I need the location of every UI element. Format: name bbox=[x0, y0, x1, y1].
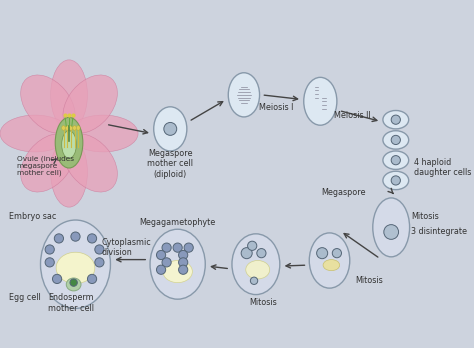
Ellipse shape bbox=[51, 60, 87, 130]
Ellipse shape bbox=[150, 229, 205, 299]
Ellipse shape bbox=[391, 135, 401, 144]
Ellipse shape bbox=[162, 243, 171, 252]
Ellipse shape bbox=[76, 126, 80, 130]
Text: Embryo sac: Embryo sac bbox=[9, 212, 56, 221]
Text: Ovule (includes
megaspore
mother cell): Ovule (includes megaspore mother cell) bbox=[17, 155, 73, 176]
Ellipse shape bbox=[323, 260, 340, 271]
Ellipse shape bbox=[63, 134, 118, 192]
Ellipse shape bbox=[179, 265, 188, 274]
Ellipse shape bbox=[232, 234, 280, 294]
Ellipse shape bbox=[0, 115, 70, 152]
Text: 4 haploid
daughter cells: 4 haploid daughter cells bbox=[414, 158, 472, 177]
Ellipse shape bbox=[247, 241, 257, 251]
Ellipse shape bbox=[383, 110, 409, 129]
Text: Megagametophyte: Megagametophyte bbox=[139, 218, 216, 227]
Ellipse shape bbox=[45, 258, 55, 267]
Text: Mitosis: Mitosis bbox=[411, 212, 439, 221]
Ellipse shape bbox=[383, 151, 409, 169]
Ellipse shape bbox=[68, 115, 138, 152]
Text: Meiosis II: Meiosis II bbox=[334, 111, 371, 120]
Ellipse shape bbox=[179, 251, 188, 260]
Ellipse shape bbox=[87, 234, 97, 243]
Ellipse shape bbox=[154, 107, 187, 151]
Ellipse shape bbox=[162, 258, 171, 267]
Ellipse shape bbox=[246, 261, 270, 279]
Ellipse shape bbox=[62, 126, 65, 130]
Text: Cytoplasmic
division: Cytoplasmic division bbox=[101, 238, 151, 257]
Ellipse shape bbox=[383, 131, 409, 149]
Ellipse shape bbox=[384, 224, 399, 239]
Ellipse shape bbox=[55, 234, 64, 243]
Text: Egg cell: Egg cell bbox=[9, 293, 41, 302]
Ellipse shape bbox=[95, 245, 104, 254]
Ellipse shape bbox=[21, 75, 75, 133]
Text: Meiosis I: Meiosis I bbox=[259, 103, 293, 112]
Ellipse shape bbox=[45, 245, 55, 254]
Ellipse shape bbox=[65, 126, 69, 130]
Ellipse shape bbox=[164, 122, 177, 135]
Ellipse shape bbox=[40, 220, 110, 308]
Text: Megaspore: Megaspore bbox=[321, 188, 365, 197]
Ellipse shape bbox=[56, 252, 95, 284]
Ellipse shape bbox=[250, 277, 258, 284]
Ellipse shape bbox=[70, 279, 77, 286]
Ellipse shape bbox=[51, 137, 87, 207]
Ellipse shape bbox=[156, 251, 166, 260]
Ellipse shape bbox=[53, 274, 62, 284]
Ellipse shape bbox=[179, 258, 188, 267]
Text: Mitosis: Mitosis bbox=[249, 298, 277, 307]
Ellipse shape bbox=[241, 248, 252, 259]
Ellipse shape bbox=[309, 233, 350, 288]
Ellipse shape bbox=[257, 248, 266, 258]
Ellipse shape bbox=[66, 278, 81, 291]
Ellipse shape bbox=[55, 117, 83, 168]
Text: Mitosis: Mitosis bbox=[356, 276, 383, 285]
Ellipse shape bbox=[332, 248, 341, 258]
Ellipse shape bbox=[87, 274, 97, 284]
Ellipse shape bbox=[184, 243, 193, 252]
Ellipse shape bbox=[391, 115, 401, 124]
Text: Endosperm
mother cell: Endosperm mother cell bbox=[48, 293, 94, 313]
Ellipse shape bbox=[173, 243, 182, 252]
Ellipse shape bbox=[73, 126, 76, 130]
Ellipse shape bbox=[71, 232, 80, 241]
Ellipse shape bbox=[383, 171, 409, 190]
Ellipse shape bbox=[95, 258, 104, 267]
Text: 3 disintegrate: 3 disintegrate bbox=[411, 228, 467, 237]
Ellipse shape bbox=[317, 248, 328, 259]
Ellipse shape bbox=[391, 156, 401, 165]
Ellipse shape bbox=[391, 176, 401, 185]
Ellipse shape bbox=[69, 126, 73, 130]
Ellipse shape bbox=[228, 73, 260, 117]
Ellipse shape bbox=[21, 134, 75, 192]
Text: Megaspore
mother cell
(diploid): Megaspore mother cell (diploid) bbox=[147, 149, 193, 179]
Ellipse shape bbox=[62, 131, 76, 158]
Ellipse shape bbox=[373, 198, 410, 257]
Ellipse shape bbox=[63, 75, 118, 133]
Ellipse shape bbox=[163, 261, 192, 283]
Ellipse shape bbox=[156, 265, 166, 274]
Ellipse shape bbox=[304, 77, 337, 125]
